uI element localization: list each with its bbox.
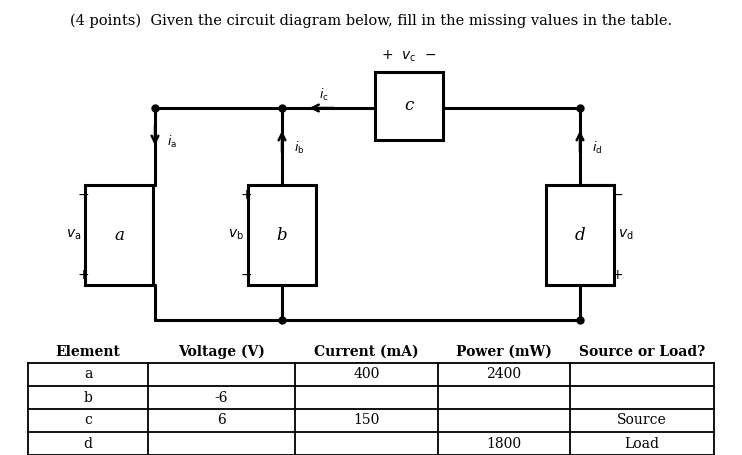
- Bar: [248, 185, 316, 285]
- Text: $v_{\rm b}$: $v_{\rm b}$: [228, 228, 244, 242]
- Text: +: +: [77, 268, 89, 282]
- Text: $i_{\rm a}$: $i_{\rm a}$: [167, 134, 177, 150]
- Text: -6: -6: [214, 390, 229, 404]
- Text: 1800: 1800: [487, 436, 522, 450]
- Text: 150: 150: [353, 414, 380, 428]
- Text: Power (mW): Power (mW): [456, 345, 552, 359]
- Text: Voltage (V): Voltage (V): [178, 345, 265, 359]
- Text: Element: Element: [56, 345, 120, 359]
- Text: c: c: [84, 414, 92, 428]
- Text: −: −: [77, 188, 89, 202]
- Bar: [546, 185, 614, 285]
- Text: Load: Load: [625, 436, 660, 450]
- Text: d: d: [84, 436, 93, 450]
- Text: $v_{\rm d}$: $v_{\rm d}$: [618, 228, 634, 242]
- Text: −: −: [611, 188, 623, 202]
- Text: Current (mA): Current (mA): [314, 345, 418, 359]
- Bar: [375, 72, 443, 140]
- Text: $+$  $v_{\rm c}$  $-$: $+$ $v_{\rm c}$ $-$: [381, 48, 437, 64]
- Text: 6: 6: [217, 414, 226, 428]
- Text: a: a: [114, 227, 124, 243]
- Text: Source or Load?: Source or Load?: [579, 345, 705, 359]
- Bar: [85, 185, 153, 285]
- Text: 2400: 2400: [487, 368, 522, 381]
- Text: −: −: [240, 268, 252, 282]
- Text: $i_{\rm d}$: $i_{\rm d}$: [592, 140, 603, 156]
- Text: d: d: [575, 227, 585, 243]
- Text: b: b: [277, 227, 287, 243]
- Text: a: a: [84, 368, 92, 381]
- Text: Source: Source: [617, 414, 667, 428]
- Text: $i_{\rm c}$: $i_{\rm c}$: [318, 87, 329, 103]
- Text: $i_{\rm b}$: $i_{\rm b}$: [294, 140, 304, 156]
- Text: (4 points)  Given the circuit diagram below, fill in the missing values in the t: (4 points) Given the circuit diagram bel…: [70, 14, 672, 28]
- Text: +: +: [240, 188, 252, 202]
- Text: $v_{\rm a}$: $v_{\rm a}$: [65, 228, 81, 242]
- Text: +: +: [611, 268, 623, 282]
- Text: b: b: [84, 390, 93, 404]
- Text: 400: 400: [353, 368, 380, 381]
- Text: c: c: [404, 97, 413, 115]
